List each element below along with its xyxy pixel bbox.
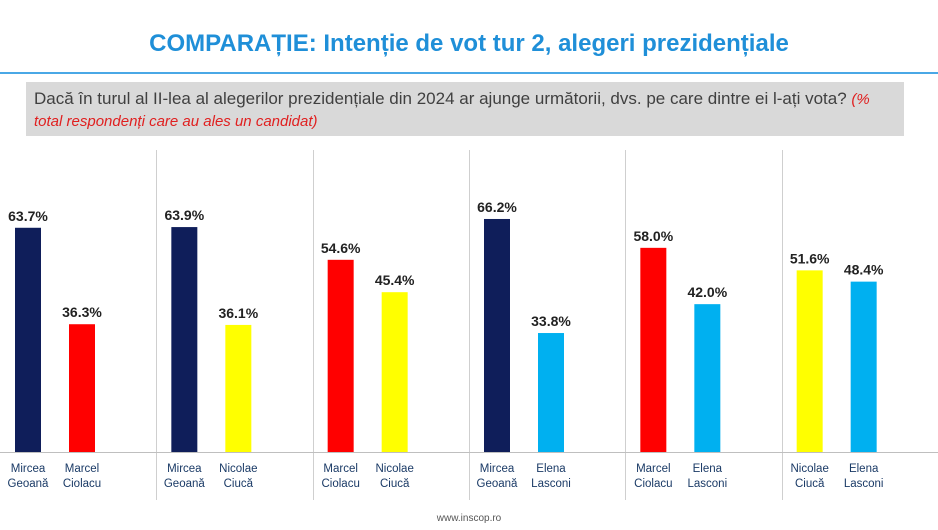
question-text: Dacă în turul al II-lea al alegerilor pr…	[34, 89, 847, 108]
data-label: 51.6%	[790, 250, 830, 266]
category-label: Lasconi	[531, 478, 571, 490]
category-label: Elena	[693, 463, 723, 475]
question-box: Dacă în turul al II-lea al alegerilor pr…	[26, 82, 904, 136]
bar	[171, 227, 198, 452]
category-label: Nicolae	[375, 463, 413, 475]
title-divider	[0, 72, 938, 74]
category-label: Lasconi	[688, 478, 728, 490]
data-label: 63.7%	[8, 208, 48, 224]
category-label: Mircea	[11, 463, 46, 475]
category-label: Nicolae	[790, 463, 828, 475]
category-label: Lasconi	[844, 478, 884, 490]
category-label: Elena	[536, 463, 566, 475]
data-label: 36.3%	[62, 304, 102, 320]
data-label: 42.0%	[687, 284, 727, 300]
category-label: Elena	[849, 463, 879, 475]
data-label: 45.4%	[375, 272, 415, 288]
bar	[381, 292, 408, 452]
bar	[538, 333, 564, 452]
bar	[484, 218, 510, 452]
data-label: 54.6%	[321, 240, 361, 256]
bar	[327, 259, 354, 452]
data-label: 33.8%	[531, 313, 571, 329]
page-title: COMPARAȚIE: Intenție de vot tur 2, alege…	[149, 30, 789, 57]
category-label: Mircea	[480, 463, 515, 475]
data-label: 63.9%	[164, 207, 204, 223]
data-label: 66.2%	[477, 199, 517, 215]
category-label: Marcel	[636, 463, 671, 475]
bar	[225, 324, 252, 452]
category-label: Marcel	[65, 463, 100, 475]
category-label: Ciucă	[380, 478, 410, 490]
category-label: Geoană	[164, 478, 206, 490]
category-label: Ciucă	[795, 478, 825, 490]
question-note: (% total respondenți care au ales un can…	[34, 91, 870, 130]
bar	[694, 304, 721, 452]
category-label: Ciucă	[224, 478, 254, 490]
data-label: 36.1%	[218, 305, 258, 321]
category-label: Geoană	[8, 478, 50, 490]
bar	[69, 324, 95, 452]
category-label: Ciolacu	[321, 478, 359, 490]
category-label: Marcel	[323, 463, 358, 475]
category-label: Ciolacu	[63, 478, 101, 490]
bar	[796, 270, 823, 452]
category-label: Nicolae	[219, 463, 257, 475]
data-label: 48.4%	[844, 262, 884, 278]
bar	[850, 281, 877, 452]
category-label: Ciolacu	[634, 478, 672, 490]
data-label: 58.0%	[633, 228, 673, 244]
category-label: Mircea	[167, 463, 202, 475]
category-label: Geoană	[477, 478, 519, 490]
bar	[15, 227, 41, 452]
bar	[640, 247, 667, 452]
source-footer: www.inscop.ro	[436, 513, 502, 524]
